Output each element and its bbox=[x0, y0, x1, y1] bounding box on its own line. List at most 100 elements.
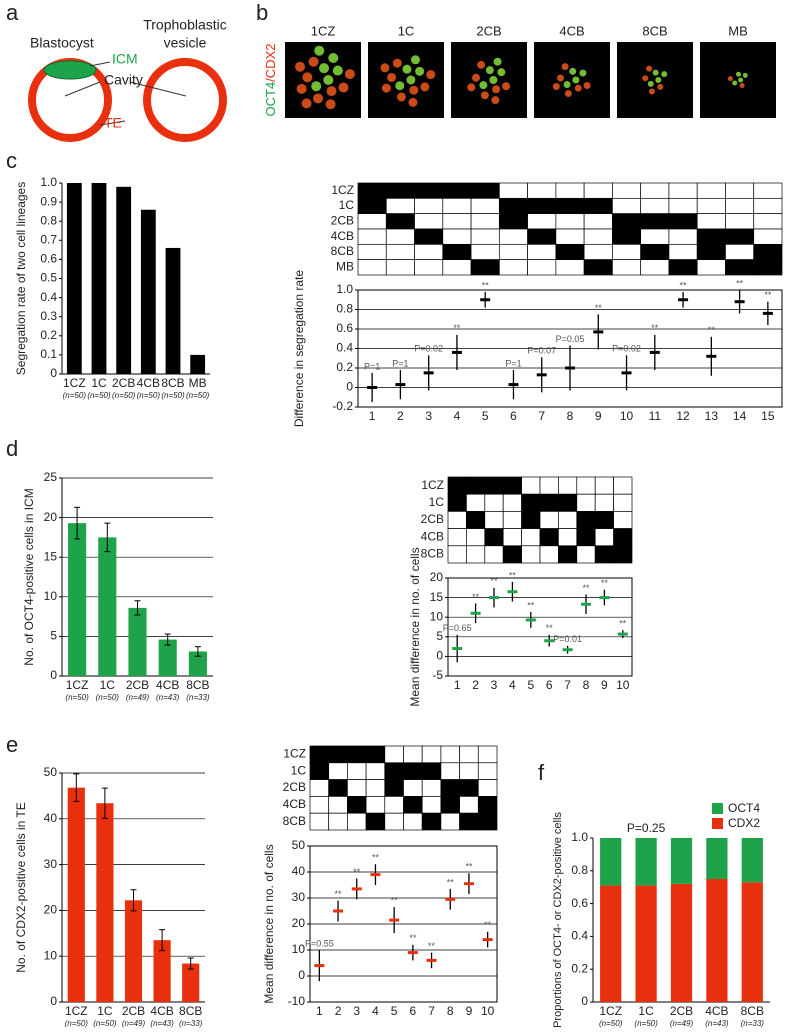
matrix-cell bbox=[640, 259, 670, 276]
matrix-cell bbox=[521, 493, 541, 512]
matrix-cell bbox=[725, 182, 755, 199]
x-tick-label: 4CB bbox=[137, 376, 160, 390]
bar bbox=[153, 940, 171, 1002]
matrix-row-label: 1CZ bbox=[421, 478, 444, 492]
matrix-cell bbox=[403, 762, 423, 780]
matrix-cell bbox=[459, 812, 479, 831]
matrix-cell bbox=[414, 228, 444, 245]
matrix-cell bbox=[442, 243, 472, 261]
matrix-cell bbox=[403, 779, 423, 797]
legend-swatch bbox=[712, 803, 723, 814]
annotation: P=0.25 bbox=[627, 821, 666, 835]
nucleus bbox=[647, 80, 654, 87]
annotation: ** bbox=[472, 592, 480, 602]
matrix-cell bbox=[555, 182, 585, 199]
y-tick-label: 0.2 bbox=[40, 328, 57, 342]
x-tick-label: 4 bbox=[454, 409, 461, 423]
bar-segment bbox=[706, 838, 728, 879]
panel-letter: b bbox=[256, 0, 268, 25]
bar bbox=[190, 354, 206, 374]
matrix-cell bbox=[442, 259, 472, 276]
bar bbox=[188, 651, 207, 676]
matrix-cell bbox=[447, 545, 467, 564]
matrix-cell bbox=[640, 197, 670, 215]
matrix-cell bbox=[384, 796, 404, 814]
matrix-cell bbox=[328, 779, 348, 797]
y-tick-label: 0.8 bbox=[40, 213, 57, 227]
matrix-row-label: 1C bbox=[291, 763, 307, 777]
nucleus bbox=[471, 73, 480, 82]
x-tick-label: 2CB bbox=[122, 1004, 145, 1018]
annotation: ** bbox=[490, 576, 498, 586]
annotation: P=0.02 bbox=[414, 344, 443, 354]
chart-errorbar: Mean difference in no. of cells -50510152… bbox=[408, 476, 633, 707]
nucleus bbox=[410, 55, 420, 65]
y-tick-label: 0.3 bbox=[40, 309, 57, 323]
annotation: ** bbox=[619, 619, 627, 629]
nucleus bbox=[402, 64, 412, 74]
nucleus bbox=[557, 74, 565, 82]
nucleus bbox=[738, 77, 744, 83]
x-tick-label: 1CZ bbox=[599, 1004, 622, 1018]
matrix-cell bbox=[583, 228, 613, 245]
micrograph bbox=[368, 42, 444, 118]
matrix-cell bbox=[583, 243, 613, 261]
annotation: P=0.02 bbox=[612, 344, 641, 354]
annotation: ** bbox=[447, 877, 455, 887]
y-tick-label: 15 bbox=[430, 590, 444, 604]
matrix-cell bbox=[696, 182, 726, 199]
matrix-cell bbox=[576, 528, 596, 547]
matrix-cell bbox=[347, 762, 367, 780]
bar-segment bbox=[600, 838, 622, 886]
matrix-row-label: 1CZ bbox=[331, 183, 354, 197]
nucleus bbox=[583, 82, 591, 90]
nucleus bbox=[467, 83, 476, 92]
annotation: ** bbox=[651, 323, 659, 333]
annotation: ** bbox=[391, 895, 399, 905]
matrix-cell bbox=[357, 228, 387, 245]
matrix-cell bbox=[309, 779, 330, 797]
category-note: (n=50) bbox=[186, 391, 210, 400]
matrix-cell bbox=[594, 511, 614, 529]
matrix-cell bbox=[403, 796, 423, 814]
y-tick-label: 30 bbox=[292, 890, 306, 904]
chart-bar: e No. of CDX2-positive cells in TE 0 10 20 30… bbox=[6, 732, 205, 1028]
category-note: (n=50) bbox=[65, 1019, 89, 1028]
category-note: (n=49) bbox=[670, 1019, 694, 1028]
category-note: (n=50) bbox=[599, 1019, 623, 1028]
matrix-cell bbox=[357, 259, 387, 276]
matrix-cell bbox=[640, 243, 670, 261]
y-tick-label: 50 bbox=[292, 838, 306, 852]
y-axis-label: No. of OCT4-positive cells in ICM bbox=[22, 488, 36, 665]
stain-label: OCT4/CDX2 bbox=[263, 44, 278, 117]
matrix-cell bbox=[328, 796, 348, 814]
bar bbox=[182, 963, 200, 1002]
matrix-cell bbox=[696, 243, 726, 261]
matrix-cell bbox=[594, 476, 614, 495]
annotation: P=1 bbox=[392, 358, 408, 368]
panel-letter: d bbox=[6, 436, 18, 461]
annotation: P=0.55 bbox=[305, 938, 334, 948]
nucleus bbox=[657, 83, 664, 90]
x-tick-label: 1CZ bbox=[66, 678, 89, 692]
matrix-cell bbox=[384, 762, 404, 780]
matrix-cell bbox=[539, 476, 559, 495]
bar bbox=[96, 803, 114, 1002]
category-note: (n=50) bbox=[634, 1019, 658, 1028]
matrix-cell bbox=[459, 762, 479, 780]
plot-frame bbox=[357, 289, 783, 408]
matrix-cell bbox=[414, 243, 444, 261]
nucleus bbox=[497, 68, 506, 77]
matrix-cell bbox=[555, 228, 585, 245]
matrix-cell bbox=[498, 197, 528, 215]
annotation: P=0.01 bbox=[553, 634, 582, 644]
y-tick-label: 20 bbox=[44, 510, 58, 524]
x-tick-label: 8CB bbox=[186, 678, 209, 692]
annotation: P=1 bbox=[505, 358, 521, 368]
matrix-cell bbox=[498, 213, 528, 230]
nucleus bbox=[326, 86, 337, 97]
matrix-row-label: 1C bbox=[429, 495, 445, 509]
nucleus bbox=[296, 83, 307, 94]
matrix-cell bbox=[696, 197, 726, 215]
